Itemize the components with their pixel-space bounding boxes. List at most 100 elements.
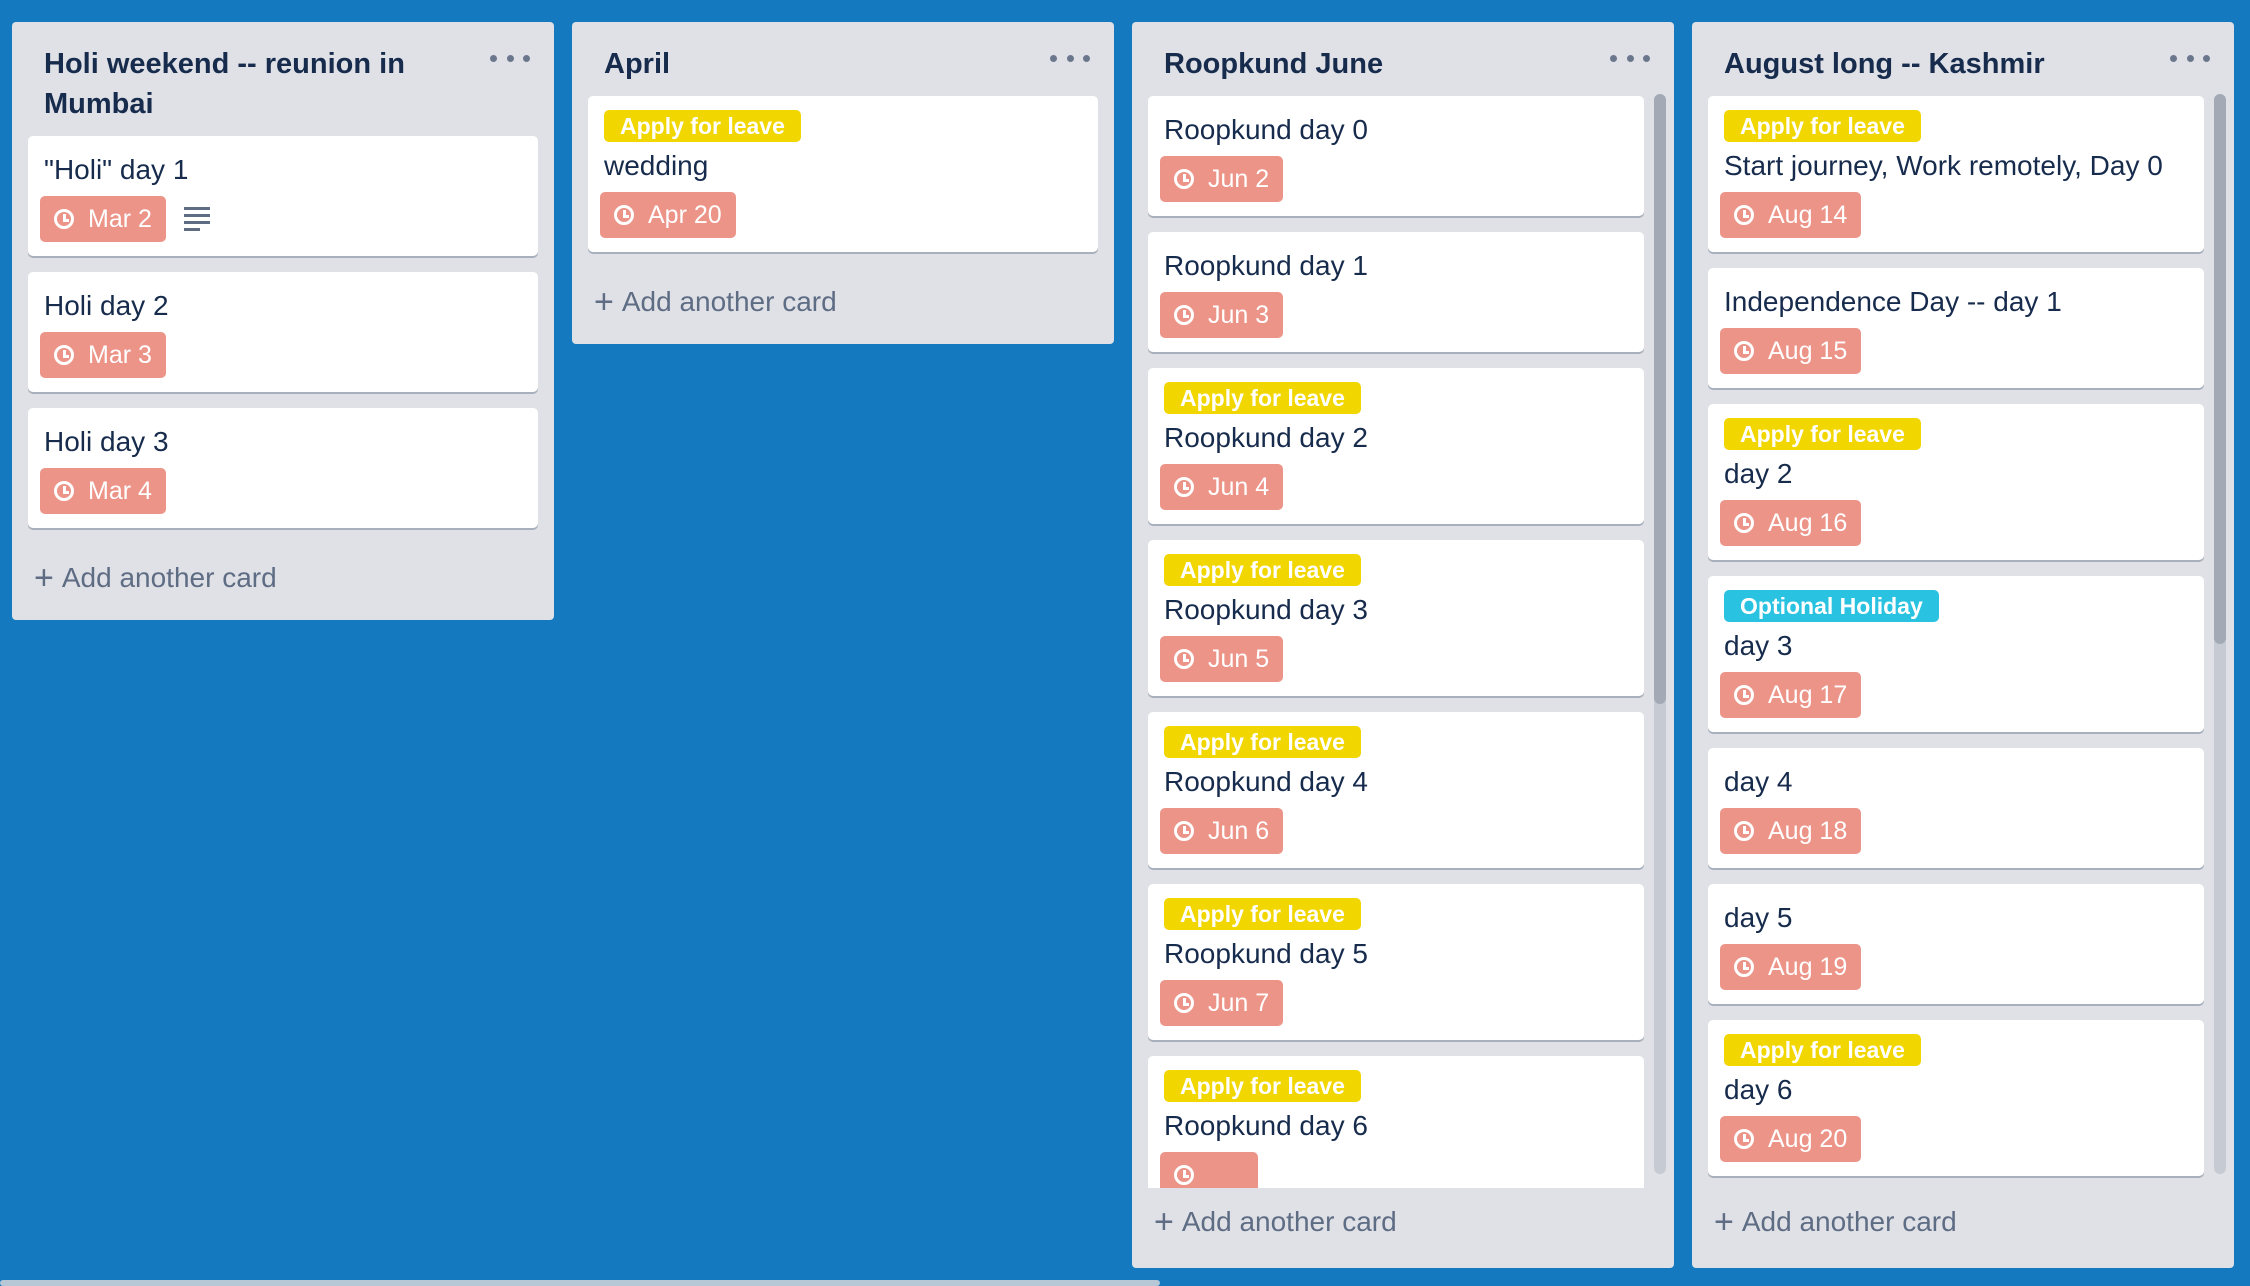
due-date-badge[interactable]: Apr 20 — [600, 192, 736, 238]
card[interactable]: Apply for leave Roopkund day 5 Jun 7 — [1148, 884, 1644, 1040]
card-title: day 4 — [1724, 766, 1793, 797]
list-april: April Apply for leave wedding Apr 20 + Ad… — [572, 22, 1114, 344]
clock-icon — [1174, 169, 1194, 189]
card-label: Apply for leave — [1164, 1070, 1361, 1102]
card-title: Roopkund day 2 — [1164, 422, 1368, 453]
clock-icon — [1174, 305, 1194, 325]
card-title: Roopkund day 6 — [1164, 1110, 1368, 1141]
due-date-text: Mar 2 — [88, 204, 152, 233]
plus-icon: + — [1714, 1203, 1734, 1241]
card-title: day 6 — [1724, 1074, 1793, 1105]
card[interactable]: day 4 Aug 18 — [1708, 748, 2204, 868]
add-card-button[interactable]: + Add another card — [1692, 1188, 2234, 1264]
scrollbar-thumb[interactable] — [2214, 94, 2226, 644]
card[interactable]: Apply for leave Start journey, Work remo… — [1708, 96, 2204, 252]
card[interactable]: Apply for leave day 2 Aug 16 — [1708, 404, 2204, 560]
card[interactable]: Apply for leave day 6 Aug 20 — [1708, 1020, 2204, 1176]
card[interactable]: Apply for leave Roopkund day 4 Jun 6 — [1148, 712, 1644, 868]
due-date-badge[interactable]: Jun 6 — [1160, 808, 1284, 854]
due-date-badge[interactable]: Jun 7 — [1160, 980, 1284, 1026]
card-list: Apply for leave Start journey, Work remo… — [1692, 84, 2234, 1188]
add-card-button[interactable]: + Add another card — [12, 544, 554, 620]
card-title: day 2 — [1724, 458, 1793, 489]
list-roopkund-june: Roopkund June Roopkund day 0 Jun 2 Roopk… — [1132, 22, 1674, 1268]
list-title[interactable]: Roopkund June — [1132, 22, 1674, 84]
list-menu-button[interactable] — [2170, 48, 2210, 68]
list-title-text: Roopkund June — [1164, 48, 1384, 80]
add-card-label: Add another card — [1181, 1206, 1397, 1237]
due-date-badge[interactable]: Aug 16 — [1720, 500, 1862, 546]
card[interactable]: Apply for leave Roopkund day 6 — [1148, 1056, 1644, 1188]
due-date-badge[interactable] — [1160, 1152, 1258, 1188]
card[interactable]: Roopkund day 0 Jun 2 — [1148, 96, 1644, 216]
due-date-badge[interactable]: Aug 20 — [1720, 1116, 1862, 1162]
due-date-badge[interactable]: Mar 4 — [40, 468, 166, 514]
scrollbar[interactable] — [1654, 94, 1666, 1174]
card[interactable]: Holi day 2 Mar 3 — [28, 272, 538, 392]
add-card-label: Add another card — [1741, 1206, 1957, 1237]
add-card-label: Add another card — [61, 562, 277, 593]
card[interactable]: Apply for leave Roopkund day 2 Jun 4 — [1148, 368, 1644, 524]
due-date-badge[interactable]: Aug 14 — [1720, 192, 1862, 238]
card-title: Roopkund day 3 — [1164, 594, 1368, 625]
card-label: Apply for leave — [1724, 418, 1921, 450]
clock-icon — [1734, 685, 1754, 705]
due-date-text: Jun 5 — [1208, 644, 1270, 673]
board-horizontal-scrollbar[interactable] — [0, 1280, 1160, 1286]
add-card-button[interactable]: + Add another card — [1132, 1188, 1674, 1264]
scrollbar-thumb[interactable] — [1654, 94, 1666, 704]
due-date-badge[interactable]: Aug 17 — [1720, 672, 1862, 718]
add-card-button[interactable]: + Add another card — [572, 268, 1114, 344]
card-label: Apply for leave — [1724, 1034, 1921, 1066]
add-card-label: Add another card — [621, 286, 837, 317]
list-menu-button[interactable] — [1050, 48, 1090, 68]
due-date-badge[interactable]: Aug 19 — [1720, 944, 1862, 990]
due-date-text: Aug 19 — [1768, 952, 1848, 981]
scrollbar[interactable] — [2214, 94, 2226, 1174]
list-menu-button[interactable] — [1610, 48, 1650, 68]
due-date-badge[interactable]: Jun 3 — [1160, 292, 1284, 338]
card-title: Roopkund day 1 — [1164, 250, 1368, 281]
due-date-badge[interactable]: Aug 18 — [1720, 808, 1862, 854]
due-date-text: Aug 17 — [1768, 680, 1848, 709]
card-label: Apply for leave — [1164, 554, 1361, 586]
card-title: wedding — [604, 150, 709, 181]
due-date-badge[interactable]: Jun 5 — [1160, 636, 1284, 682]
card-title: Roopkund day 5 — [1164, 938, 1368, 969]
list-title[interactable]: August long -- Kashmir — [1692, 22, 2234, 84]
due-date-text: Aug 16 — [1768, 508, 1848, 537]
card[interactable]: day 5 Aug 19 — [1708, 884, 2204, 1004]
due-date-badge[interactable]: Mar 3 — [40, 332, 166, 378]
list-title[interactable]: April — [572, 22, 1114, 84]
due-date-text: Jun 6 — [1208, 816, 1270, 845]
due-date-text: Aug 20 — [1768, 1124, 1848, 1153]
card[interactable]: "Holi" day 1 Mar 2 — [28, 136, 538, 256]
card-label: Apply for leave — [1724, 110, 1921, 142]
card[interactable]: Apply for leave Roopkund day 3 Jun 5 — [1148, 540, 1644, 696]
clock-icon — [1734, 821, 1754, 841]
card-title: day 3 — [1724, 630, 1793, 661]
due-date-badge[interactable]: Jun 4 — [1160, 464, 1284, 510]
card-title: "Holi" day 1 — [44, 154, 189, 185]
list-title-text: Holi weekend -- reunion in Mumbai — [44, 48, 405, 120]
card[interactable]: Roopkund day 1 Jun 3 — [1148, 232, 1644, 352]
clock-icon — [1174, 477, 1194, 497]
list-title[interactable]: Holi weekend -- reunion in Mumbai — [12, 22, 554, 124]
list-menu-button[interactable] — [490, 48, 530, 68]
description-icon — [183, 207, 210, 231]
card[interactable]: Independence Day -- day 1 Aug 15 — [1708, 268, 2204, 388]
card-label: Optional Holiday — [1724, 590, 1939, 622]
card[interactable]: Apply for leave wedding Apr 20 — [588, 96, 1098, 252]
due-date-text: Aug 18 — [1768, 816, 1848, 845]
due-date-text: Mar 3 — [88, 340, 152, 369]
card[interactable]: Optional Holiday day 3 Aug 17 — [1708, 576, 2204, 732]
due-date-badge[interactable]: Aug 15 — [1720, 328, 1862, 374]
due-date-badge[interactable]: Jun 2 — [1160, 156, 1284, 202]
card[interactable]: Holi day 3 Mar 4 — [28, 408, 538, 528]
card-label: Apply for leave — [1164, 898, 1361, 930]
plus-icon: + — [1154, 1203, 1174, 1241]
clock-icon — [1174, 993, 1194, 1013]
clock-icon — [614, 205, 634, 225]
due-date-text: Mar 4 — [88, 476, 152, 505]
due-date-badge[interactable]: Mar 2 — [40, 196, 166, 242]
